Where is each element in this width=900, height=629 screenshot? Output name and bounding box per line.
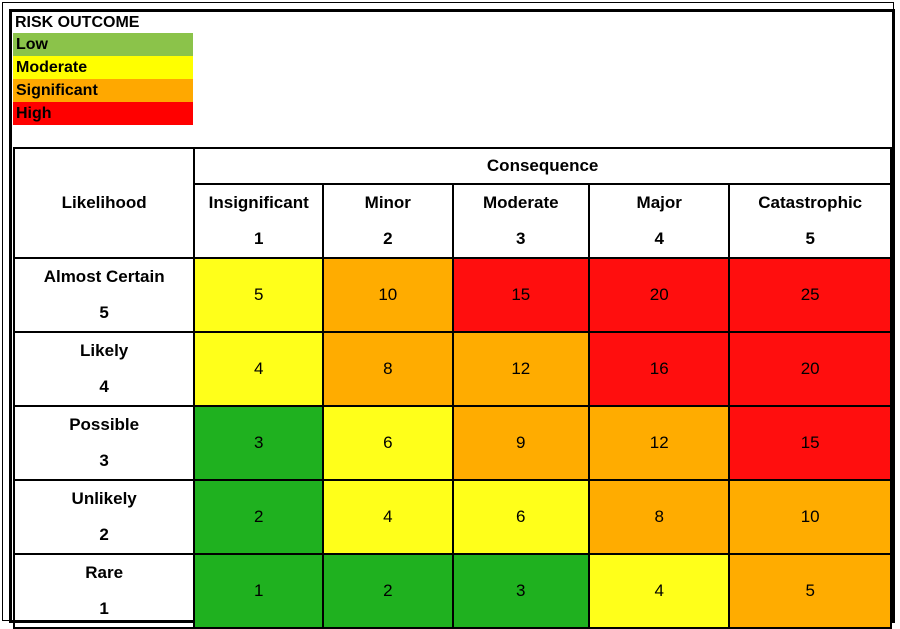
legend-item-moderate: Moderate — [13, 56, 193, 79]
risk-cell: 20 — [588, 257, 731, 333]
risk-cell: 6 — [451, 479, 591, 555]
consequence-number: 3 — [516, 229, 526, 248]
legend-item-low: Low — [13, 33, 193, 56]
likelihood-label: Rare — [85, 563, 124, 582]
consequence-col-catastrophic: Catastrophic 5 — [728, 183, 892, 259]
likelihood-number: 4 — [99, 377, 109, 396]
risk-cell: 5 — [728, 553, 892, 629]
risk-cell: 12 — [588, 405, 731, 481]
consequence-col-insignificant: Insignificant 1 — [193, 183, 325, 259]
likelihood-label: Possible — [69, 415, 140, 434]
likelihood-label: Likely — [80, 341, 129, 360]
risk-cell: 5 — [193, 257, 325, 333]
risk-cell: 15 — [451, 257, 591, 333]
risk-cell: 25 — [728, 257, 892, 333]
legend-item-high: High — [13, 102, 193, 125]
risk-cell: 12 — [451, 331, 591, 407]
risk-outcome-legend: RISK OUTCOME Low Moderate Significant Hi… — [13, 13, 193, 125]
risk-cell: 4 — [588, 553, 731, 629]
likelihood-header: Likelihood — [12, 147, 196, 259]
likelihood-row-header: Almost Certain 5 — [12, 257, 196, 333]
risk-cell: 16 — [588, 331, 731, 407]
risk-cell: 2 — [322, 553, 454, 629]
likelihood-number: 1 — [99, 599, 109, 618]
matrix-row-likely: Likely 4 4 8 12 16 20 — [12, 331, 892, 407]
matrix-row-almost-certain: Almost Certain 5 5 10 15 20 25 — [12, 257, 892, 333]
consequence-number: 5 — [805, 229, 815, 248]
likelihood-label: Unlikely — [71, 489, 137, 508]
matrix-row-rare: Rare 1 1 2 3 4 5 — [12, 553, 892, 629]
likelihood-number: 2 — [99, 525, 109, 544]
risk-cell: 6 — [322, 405, 454, 481]
risk-cell: 20 — [728, 331, 892, 407]
consequence-label: Major — [636, 193, 682, 212]
consequence-label: Minor — [364, 193, 411, 212]
risk-cell: 8 — [322, 331, 454, 407]
matrix-row-unlikely: Unlikely 2 2 4 6 8 10 — [12, 479, 892, 555]
consequence-number: 2 — [383, 229, 393, 248]
consequence-label: Moderate — [482, 193, 559, 212]
likelihood-row-header: Rare 1 — [12, 553, 196, 629]
consequence-label: Catastrophic — [758, 193, 863, 212]
likelihood-label: Almost Certain — [43, 267, 165, 286]
likelihood-number: 3 — [99, 451, 109, 470]
risk-cell: 1 — [193, 553, 325, 629]
consequence-header: Consequence — [193, 147, 892, 185]
likelihood-row-header: Unlikely 2 — [12, 479, 196, 555]
risk-matrix-table: Likelihood Consequence Insignificant 1 M… — [12, 147, 892, 629]
risk-cell: 2 — [193, 479, 325, 555]
risk-cell: 10 — [728, 479, 892, 555]
consequence-col-minor: Minor 2 — [322, 183, 454, 259]
likelihood-number: 5 — [99, 303, 109, 322]
risk-cell: 3 — [451, 553, 591, 629]
legend-title: RISK OUTCOME — [15, 14, 140, 31]
consequence-label: Insignificant — [208, 193, 309, 212]
consequence-number: 4 — [654, 229, 664, 248]
legend-item-significant: Significant — [13, 79, 193, 102]
risk-cell: 3 — [193, 405, 325, 481]
consequence-col-moderate: Moderate 3 — [451, 183, 591, 259]
likelihood-row-header: Possible 3 — [12, 405, 196, 481]
risk-cell: 8 — [588, 479, 731, 555]
consequence-number: 1 — [253, 229, 264, 248]
risk-cell: 9 — [451, 405, 591, 481]
likelihood-row-header: Likely 4 — [12, 331, 196, 407]
risk-cell: 10 — [322, 257, 454, 333]
risk-matrix-document: RISK OUTCOME Low Moderate Significant Hi… — [9, 9, 895, 629]
risk-cell: 4 — [322, 479, 454, 555]
consequence-col-major: Major 4 — [588, 183, 731, 259]
matrix-row-possible: Possible 3 3 6 9 12 15 — [12, 405, 892, 481]
risk-cell: 15 — [728, 405, 892, 481]
risk-cell: 4 — [193, 331, 325, 407]
